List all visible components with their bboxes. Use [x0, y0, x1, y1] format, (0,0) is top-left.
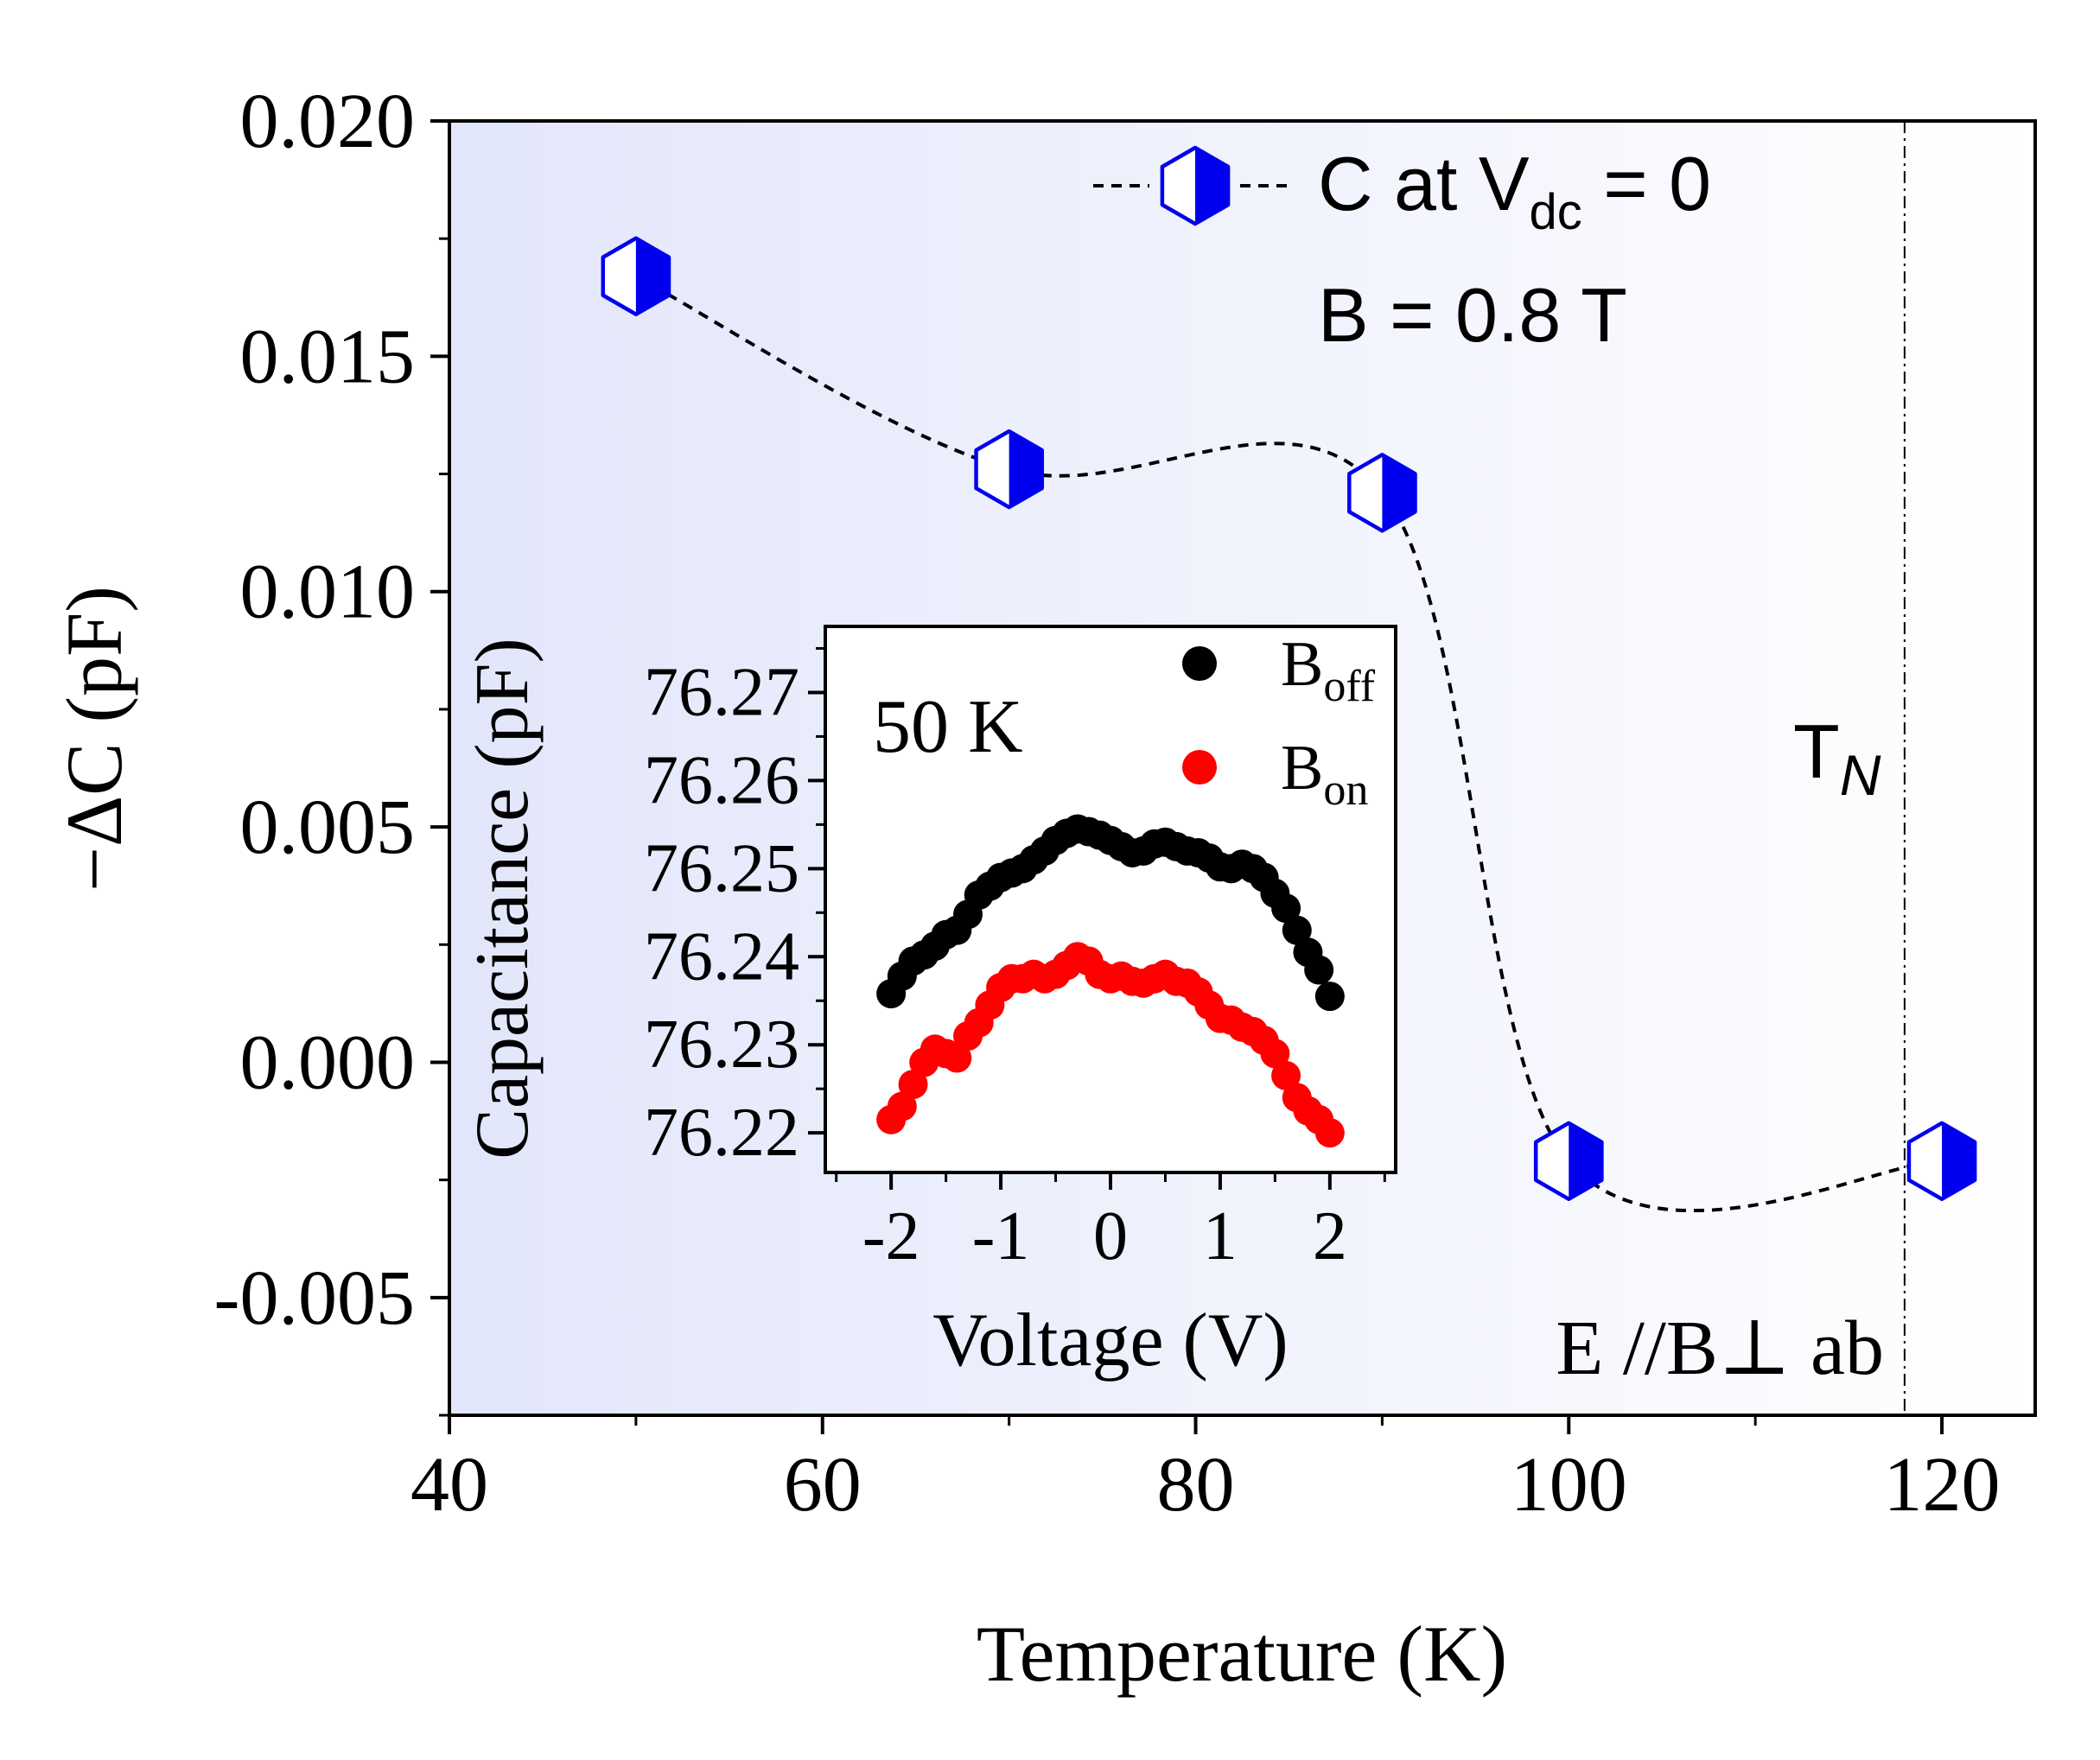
field-annotation: B = 0.8 T	[1318, 272, 1627, 358]
y-tick-label: -0.005	[214, 1255, 415, 1341]
main-plot-frame	[448, 119, 2037, 1417]
x-tick-label: 80	[1157, 1442, 1235, 1528]
x-tick-label: 100	[1511, 1442, 1627, 1528]
inset-point-b-off	[1271, 893, 1301, 924]
inset-y-tick-label: 76.27	[644, 654, 799, 730]
data-point-marker	[1347, 453, 1417, 533]
data-point-marker	[974, 429, 1045, 510]
inset-x-tick-label: -2	[862, 1198, 920, 1274]
inset-x-axis-title: Voltage (V)	[932, 1299, 1288, 1382]
data-point-marker	[601, 236, 671, 317]
inset-legend-marker-off	[1182, 646, 1217, 681]
tn-label: TN	[1793, 708, 1881, 807]
inset-series-b-off	[876, 814, 1345, 1012]
inset-point-b-on	[1314, 1118, 1345, 1148]
x-tick-label: 40	[410, 1442, 488, 1528]
inset-legend-label-off: Boff	[1281, 629, 1376, 711]
y-axis-title: −ΔC (pF)	[50, 586, 138, 892]
y-tick-label: 0.015	[240, 314, 416, 399]
inset-point-b-on	[942, 1043, 972, 1073]
inset-point-b-off	[1314, 982, 1345, 1012]
x-tick-label: 60	[784, 1442, 862, 1528]
inset-y-axis-title: Capacitance (pF)	[461, 638, 544, 1160]
y-tick-label: 0.020	[240, 79, 416, 164]
data-point-marker	[1906, 1121, 1977, 1202]
inset-axis-tick-labels: -2 -1 0 1 2 76.22 76.23 76.24 76.25 76.26 76.27	[644, 654, 1347, 1274]
inset-point-b-on	[1260, 1039, 1290, 1069]
main-legend: C at Vdc = 0	[1093, 141, 1711, 240]
inset-series-b-on	[876, 942, 1345, 1148]
main-series-markers	[601, 236, 1977, 1202]
inset-point-b-on	[1271, 1060, 1301, 1090]
inset-temperature-annotation: 50 K	[873, 685, 1023, 769]
inset-y-tick-label: 76.25	[644, 830, 799, 906]
inset-y-tick-label: 76.23	[644, 1007, 799, 1083]
x-tick-label: 120	[1884, 1442, 2001, 1528]
legend-hexagon-marker	[1160, 145, 1231, 226]
y-tick-label: 0.005	[240, 785, 416, 870]
inset-y-tick-label: 76.24	[644, 918, 799, 994]
geometry-annotation: E //B⊥ ab	[1556, 1306, 1884, 1391]
inset-point-b-on	[887, 1091, 917, 1121]
y-tick-label: 0.000	[240, 1020, 416, 1105]
inset-plot-frame	[824, 625, 1397, 1174]
x-axis-title: Temperature (K)	[977, 1610, 1507, 1698]
inset-legend-label-on: Bon	[1281, 733, 1368, 815]
legend-marker-icon	[1160, 145, 1231, 226]
inset-point-b-off	[1282, 915, 1312, 945]
inset-y-tick-label: 76.26	[644, 742, 799, 818]
inset-x-tick-label: 2	[1313, 1198, 1347, 1274]
inset-x-tick-label: -1	[972, 1198, 1030, 1274]
main-series-dashed-line	[634, 274, 1943, 1213]
inset-point-b-on	[898, 1070, 928, 1100]
inset-y-tick-label: 76.22	[644, 1095, 799, 1171]
main-axis-tick-labels: 40 60 80 100 120-0.0050.0000.0050.0100.0150.…	[214, 79, 2001, 1528]
inset-x-tick-label: 1	[1203, 1198, 1238, 1274]
y-tick-label: 0.010	[240, 550, 416, 635]
inset-x-tick-label: 0	[1093, 1198, 1128, 1274]
legend-label: C at Vdc = 0	[1318, 141, 1711, 240]
inset-point-b-off	[1304, 955, 1334, 985]
inset-legend-marker-on	[1182, 750, 1217, 785]
data-point-marker	[1533, 1121, 1604, 1202]
